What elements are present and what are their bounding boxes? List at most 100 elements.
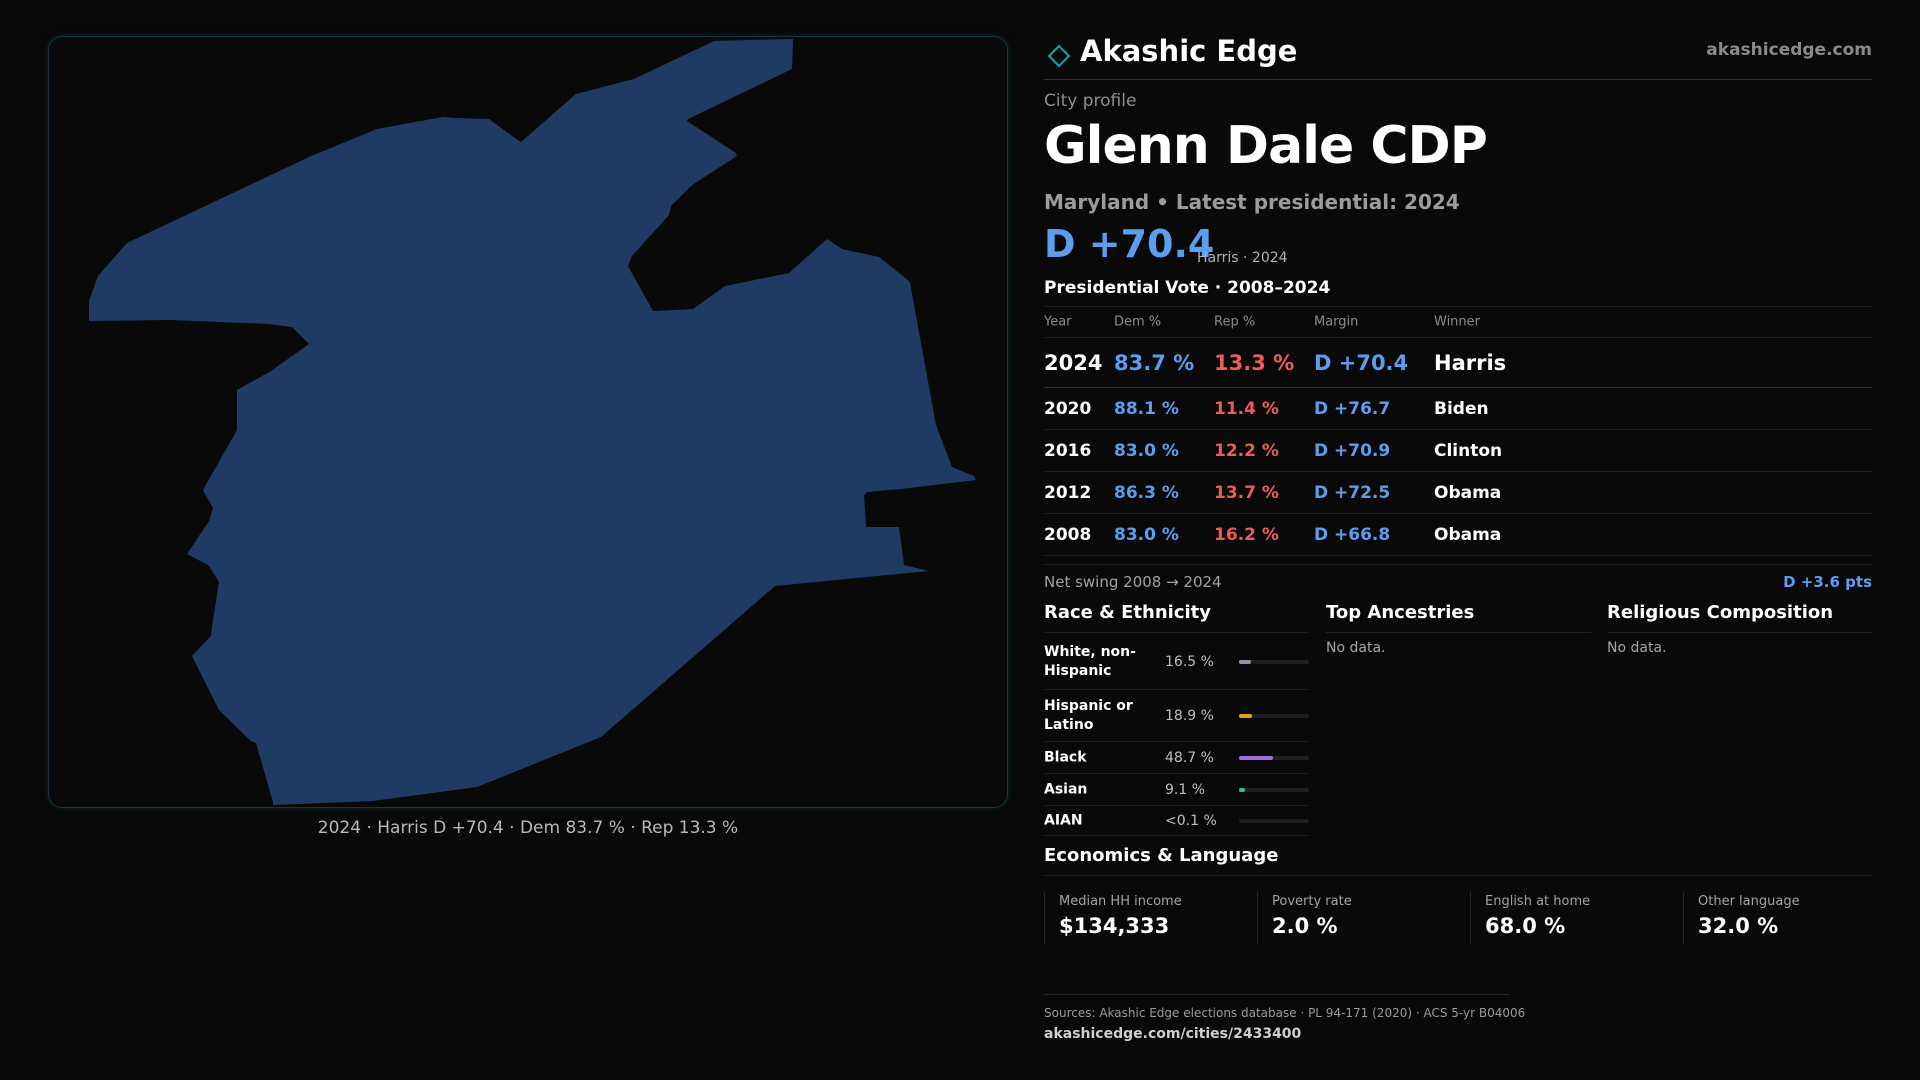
race-bar bbox=[1239, 713, 1309, 718]
row-dem: 88.1 % bbox=[1114, 398, 1179, 419]
table-header: Year Dem % Rep % Margin Winner bbox=[1044, 306, 1872, 338]
race-bar-fill bbox=[1239, 713, 1252, 718]
row-margin: D +72.5 bbox=[1314, 482, 1391, 503]
race-label: Black bbox=[1044, 749, 1087, 765]
presidential-vote-title: Presidential Vote · 2008–2024 bbox=[1044, 278, 1331, 298]
race-pct: 48.7 % bbox=[1165, 749, 1214, 766]
row-rep: 11.4 % bbox=[1214, 398, 1279, 419]
stat-label: Median HH income bbox=[1059, 894, 1182, 909]
row-winner: Obama bbox=[1434, 524, 1502, 545]
race-ethnicity-title: Race & Ethnicity bbox=[1044, 602, 1211, 623]
race-ethnicity-table: White, non-Hispanic 16.5 % Hispanic or L… bbox=[1044, 634, 1309, 836]
race-row: White, non-Hispanic 16.5 % bbox=[1044, 634, 1309, 690]
table-row: 2024 83.7 % 13.3 % D +70.4 Harris bbox=[1044, 338, 1872, 388]
stat-label: Other language bbox=[1698, 894, 1800, 909]
race-bar bbox=[1239, 755, 1309, 760]
headline-note: Harris · 2024 bbox=[1197, 250, 1288, 266]
brand-name: Akashic Edge bbox=[1080, 34, 1298, 68]
divider bbox=[1607, 632, 1872, 633]
race-bar-fill bbox=[1239, 659, 1251, 664]
stat-value: $134,333 bbox=[1059, 914, 1170, 938]
row-rep: 13.3 % bbox=[1214, 350, 1295, 375]
economics-title: Economics & Language bbox=[1044, 845, 1279, 866]
race-bar-fill bbox=[1239, 787, 1245, 792]
divider bbox=[1044, 632, 1309, 633]
page-subtitle: Maryland • Latest presidential: 2024 bbox=[1044, 190, 1460, 214]
row-winner: Biden bbox=[1434, 398, 1489, 419]
stat-label: Poverty rate bbox=[1272, 894, 1352, 909]
religion-empty: No data. bbox=[1607, 640, 1667, 656]
net-swing-value: D +3.6 pts bbox=[1783, 573, 1872, 591]
row-margin: D +66.8 bbox=[1314, 524, 1391, 545]
race-bar bbox=[1239, 818, 1309, 823]
stat-value: 32.0 % bbox=[1698, 914, 1779, 938]
row-winner: Harris bbox=[1434, 350, 1507, 375]
header-rep: Rep % bbox=[1214, 314, 1256, 330]
brand-header: Akashic Edge akashicedge.com bbox=[1044, 34, 1872, 80]
race-bar bbox=[1239, 659, 1309, 664]
footer-sources: Sources: Akashic Edge elections database… bbox=[1044, 1006, 1526, 1020]
headline-margin: D +70.4 bbox=[1044, 222, 1215, 266]
race-pct: 16.5 % bbox=[1165, 653, 1214, 670]
table-row: 2008 83.0 % 16.2 % D +66.8 Obama bbox=[1044, 514, 1872, 556]
footer-divider bbox=[1044, 994, 1509, 995]
ancestries-empty: No data. bbox=[1326, 640, 1386, 656]
row-dem: 83.7 % bbox=[1114, 350, 1195, 375]
header-winner: Winner bbox=[1434, 314, 1481, 330]
race-label: Asian bbox=[1044, 781, 1088, 797]
header-margin: Margin bbox=[1314, 314, 1359, 330]
row-rep: 12.2 % bbox=[1214, 440, 1279, 461]
header-year: Year bbox=[1044, 314, 1072, 330]
diamond-logo-icon bbox=[1047, 44, 1071, 68]
row-dem: 83.0 % bbox=[1114, 440, 1179, 461]
table-row: 2016 83.0 % 12.2 % D +70.9 Clinton bbox=[1044, 430, 1872, 472]
race-label: Hispanic or Latino bbox=[1044, 697, 1133, 733]
stat-value: 68.0 % bbox=[1485, 914, 1566, 938]
religion-title: Religious Composition bbox=[1607, 602, 1834, 623]
stat-english-at-home: English at home 68.0 % bbox=[1470, 892, 1590, 944]
map-svg bbox=[89, 39, 976, 805]
ancestries-title: Top Ancestries bbox=[1326, 602, 1475, 623]
city-boundary-map[interactable] bbox=[48, 36, 1008, 808]
row-margin: D +70.4 bbox=[1314, 350, 1409, 375]
table-row: 2012 86.3 % 13.7 % D +72.5 Obama bbox=[1044, 472, 1872, 514]
footer-link[interactable]: akashicedge.com/cities/2433400 bbox=[1044, 1026, 1302, 1042]
race-row: Hispanic or Latino 18.9 % bbox=[1044, 690, 1309, 742]
row-year: 2012 bbox=[1044, 482, 1092, 503]
net-swing-row: Net swing 2008 → 2024 D +3.6 pts bbox=[1044, 564, 1872, 598]
brand-link[interactable]: akashicedge.com bbox=[1706, 40, 1872, 60]
race-label: White, non-Hispanic bbox=[1044, 643, 1136, 679]
race-row: Black 48.7 % bbox=[1044, 742, 1309, 774]
row-year: 2016 bbox=[1044, 440, 1092, 461]
row-rep: 13.7 % bbox=[1214, 482, 1279, 503]
divider bbox=[1326, 632, 1591, 633]
row-winner: Clinton bbox=[1434, 440, 1503, 461]
divider bbox=[1044, 875, 1872, 876]
row-year: 2024 bbox=[1044, 350, 1103, 375]
race-label: AIAN bbox=[1044, 812, 1083, 828]
city-boundary-shape bbox=[89, 39, 976, 805]
page-title: Glenn Dale CDP bbox=[1044, 116, 1488, 176]
stat-value: 2.0 % bbox=[1272, 914, 1338, 938]
header-dem: Dem % bbox=[1114, 314, 1162, 330]
net-swing-label: Net swing 2008 → 2024 bbox=[1044, 573, 1222, 591]
table-row: 2020 88.1 % 11.4 % D +76.7 Biden bbox=[1044, 388, 1872, 430]
race-bar-fill bbox=[1239, 755, 1273, 760]
race-row: AIAN <0.1 % bbox=[1044, 806, 1309, 836]
row-dem: 83.0 % bbox=[1114, 524, 1179, 545]
race-pct: <0.1 % bbox=[1165, 812, 1217, 829]
row-rep: 16.2 % bbox=[1214, 524, 1279, 545]
stat-label: English at home bbox=[1485, 894, 1591, 909]
row-winner: Obama bbox=[1434, 482, 1502, 503]
section-label: City profile bbox=[1044, 91, 1137, 111]
stat-poverty-rate: Poverty rate 2.0 % bbox=[1257, 892, 1352, 944]
row-dem: 86.3 % bbox=[1114, 482, 1179, 503]
stat-other-language: Other language 32.0 % bbox=[1683, 892, 1800, 944]
presidential-vote-table: Year Dem % Rep % Margin Winner 2024 83.7… bbox=[1044, 306, 1872, 556]
race-bar bbox=[1239, 787, 1309, 792]
stat-median-income: Median HH income $134,333 bbox=[1044, 892, 1182, 944]
row-margin: D +76.7 bbox=[1314, 398, 1391, 419]
row-margin: D +70.9 bbox=[1314, 440, 1391, 461]
map-caption: 2024 · Harris D +70.4 · Dem 83.7 % · Rep… bbox=[317, 818, 739, 838]
row-year: 2008 bbox=[1044, 524, 1092, 545]
